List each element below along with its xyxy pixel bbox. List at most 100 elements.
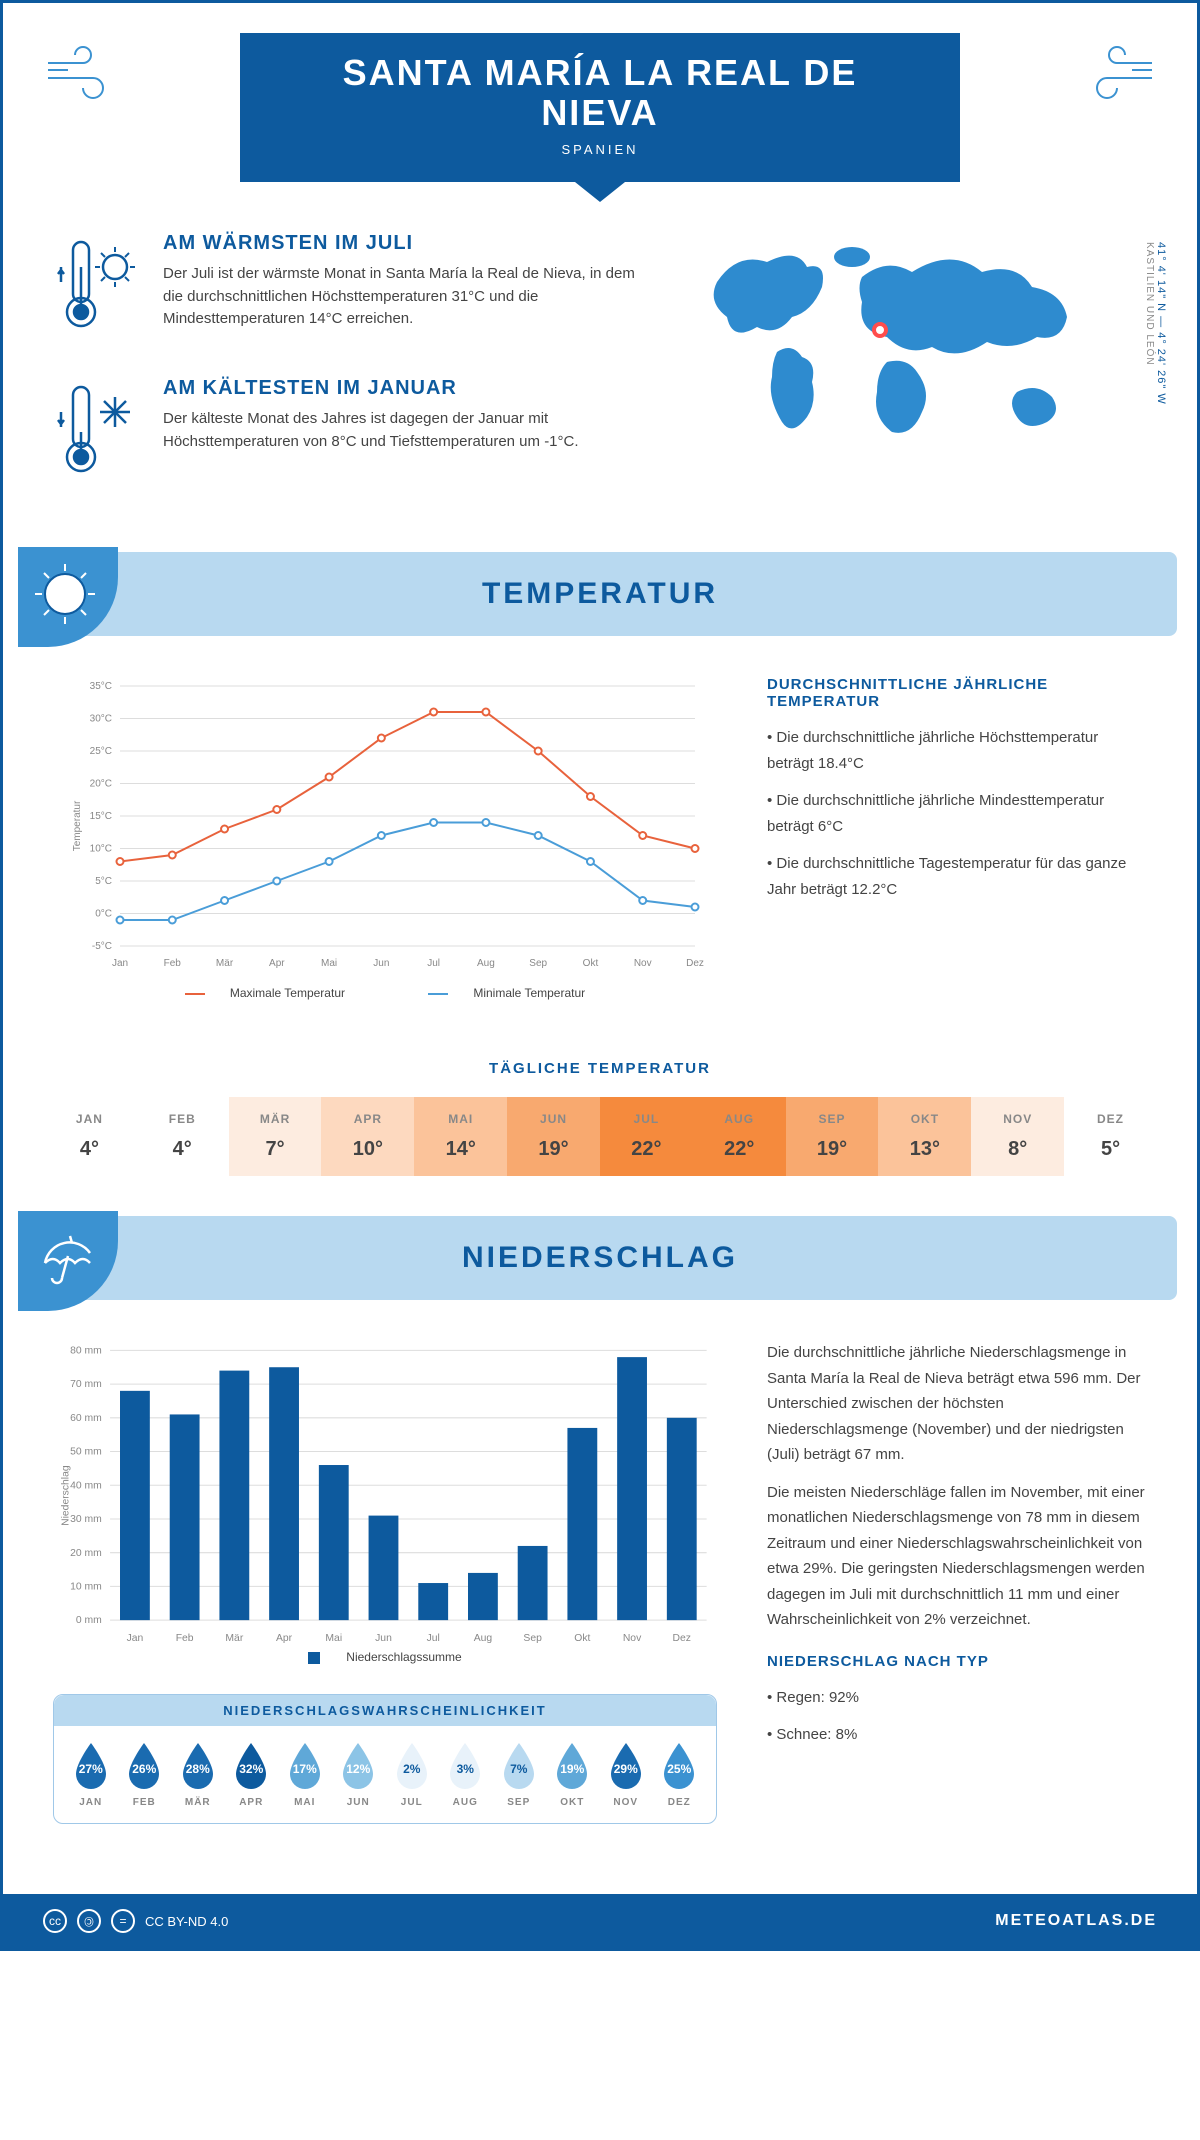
daily-month: FEB [141, 1112, 224, 1126]
world-map: 41° 4' 14" N — 4° 24' 26" W KASTILIEN UN… [687, 232, 1147, 467]
precipitation-probability-box: NIEDERSCHLAGSWAHRSCHEINLICHKEIT 27% JAN … [53, 1694, 717, 1824]
map-column: 41° 4' 14" N — 4° 24' 26" W KASTILIEN UN… [687, 232, 1147, 522]
prob-title: NIEDERSCHLAGSWAHRSCHEINLICHKEIT [54, 1695, 716, 1726]
svg-text:Mai: Mai [321, 958, 337, 969]
svg-text:40 mm: 40 mm [70, 1481, 102, 1492]
page-title: SANTA MARÍA LA REAL DE NIEVA [280, 53, 920, 132]
svg-text:Apr: Apr [276, 1633, 293, 1644]
daily-value: 4° [141, 1138, 224, 1161]
probability-drop: 27% JAN [71, 1741, 111, 1808]
probability-drop: 25% DEZ [659, 1741, 699, 1808]
daily-month: JUN [512, 1112, 595, 1126]
svg-text:Nov: Nov [634, 958, 652, 969]
probability-drop: 3% AUG [445, 1741, 485, 1808]
svg-text:30°C: 30°C [90, 714, 112, 725]
temperature-chart-column: -5°C0°C5°C10°C15°C20°C25°C30°C35°CJanFeb… [53, 676, 717, 1000]
daily-cell: JAN 4° [43, 1097, 136, 1176]
daily-cell: MAI14° [414, 1097, 507, 1176]
probability-drop: 19% OKT [552, 1741, 592, 1808]
page-container: SANTA MARÍA LA REAL DE NIEVA SPANIEN AM … [0, 0, 1200, 1951]
footer-license: cc 🄯 = CC BY-ND 4.0 [43, 1909, 228, 1933]
coordinates: 41° 4' 14" N — 4° 24' 26" W KASTILIEN UN… [1143, 242, 1167, 405]
svg-text:Niederschlag: Niederschlag [61, 1465, 72, 1526]
coldest-text: AM KÄLTESTEN IM JANUAR Der kälteste Mona… [163, 377, 647, 492]
temp-side-title: DURCHSCHNITTLICHE JÄHRLICHE TEMPERATUR [767, 676, 1147, 710]
svg-text:70 mm: 70 mm [70, 1379, 102, 1390]
svg-text:10°C: 10°C [90, 844, 112, 855]
wind-icon-left [43, 43, 123, 103]
precipitation-text-column: Die durchschnittliche jährliche Niedersc… [767, 1340, 1147, 1824]
temperature-text-column: DURCHSCHNITTLICHE JÄHRLICHE TEMPERATUR •… [767, 676, 1147, 1000]
precipitation-legend: Niederschlagssumme [53, 1650, 717, 1664]
temp-bullets: • Die durchschnittliche jährliche Höchst… [767, 725, 1147, 902]
precipitation-chart-column: 0 mm10 mm20 mm30 mm40 mm50 mm60 mm70 mm8… [53, 1340, 717, 1824]
svg-text:10 mm: 10 mm [70, 1582, 102, 1593]
svg-text:Dez: Dez [686, 958, 704, 969]
daily-month: MÄR [234, 1112, 317, 1126]
thermometer-cold-icon [53, 377, 143, 492]
daily-value: 19° [791, 1138, 874, 1161]
cc-icon: cc [43, 1909, 67, 1933]
probability-drops: 27% JAN 26% FEB 28% MÄR 32% APR 17% MAI [54, 1741, 716, 1808]
svg-text:20°C: 20°C [90, 779, 112, 790]
svg-text:Jul: Jul [427, 958, 440, 969]
svg-text:25°C: 25°C [90, 746, 112, 757]
daily-value: 14° [419, 1138, 502, 1161]
daily-cell: JUL22° [600, 1097, 693, 1176]
type-bullet: • Schnee: 8% [767, 1722, 1147, 1748]
temperature-line-chart: -5°C0°C5°C10°C15°C20°C25°C30°C35°CJanFeb… [53, 676, 717, 976]
svg-text:80 mm: 80 mm [70, 1346, 102, 1357]
wind-icon-right [1077, 43, 1157, 103]
svg-text:Jan: Jan [112, 958, 128, 969]
daily-month: JAN [48, 1112, 131, 1126]
precip-type-title: NIEDERSCHLAG NACH TYP [767, 1653, 1147, 1670]
daily-month: AUG [698, 1112, 781, 1126]
svg-text:Jun: Jun [375, 1633, 392, 1644]
facts-column: AM WÄRMSTEN IM JULI Der Juli ist der wär… [53, 232, 647, 522]
daily-value: 22° [605, 1138, 688, 1161]
temp-bullet: • Die durchschnittliche jährliche Höchst… [767, 725, 1147, 776]
precipitation-section-header: NIEDERSCHLAG [23, 1216, 1177, 1300]
svg-text:-5°C: -5°C [92, 941, 112, 952]
daily-cell: DEZ5° [1064, 1097, 1157, 1176]
svg-text:Sep: Sep [529, 958, 547, 969]
daily-cell: OKT13° [878, 1097, 971, 1176]
svg-text:5°C: 5°C [95, 876, 112, 887]
svg-text:Aug: Aug [477, 958, 495, 969]
svg-text:30 mm: 30 mm [70, 1514, 102, 1525]
umbrella-icon [18, 1211, 118, 1311]
temperature-content: -5°C0°C5°C10°C15°C20°C25°C30°C35°CJanFeb… [3, 636, 1197, 1040]
license-text: CC BY-ND 4.0 [145, 1914, 228, 1929]
probability-drop: 32% APR [231, 1741, 271, 1808]
svg-text:0°C: 0°C [95, 909, 112, 920]
thermometer-hot-icon [53, 232, 143, 347]
probability-drop: 17% MAI [285, 1741, 325, 1808]
country-label: SPANIEN [280, 142, 920, 157]
type-bullet: • Regen: 92% [767, 1685, 1147, 1711]
daily-cell: NOV8° [971, 1097, 1064, 1176]
svg-text:Mai: Mai [325, 1633, 342, 1644]
svg-text:Feb: Feb [176, 1633, 194, 1644]
coldest-body: Der kälteste Monat des Jahres ist dagege… [163, 408, 647, 453]
svg-text:Apr: Apr [269, 958, 285, 969]
daily-value: 4° [48, 1138, 131, 1161]
svg-text:0 mm: 0 mm [76, 1615, 102, 1626]
title-banner: SANTA MARÍA LA REAL DE NIEVA SPANIEN [240, 33, 960, 182]
svg-text:Sep: Sep [523, 1633, 542, 1644]
footer: cc 🄯 = CC BY-ND 4.0 METEOATLAS.DE [3, 1894, 1197, 1948]
svg-text:Nov: Nov [623, 1633, 642, 1644]
probability-drop: 28% MÄR [178, 1741, 218, 1808]
svg-text:Mär: Mär [225, 1633, 243, 1644]
sun-icon [18, 547, 118, 647]
daily-cell: JUN 19° [507, 1097, 600, 1176]
daily-month: APR [326, 1112, 409, 1126]
temp-bullet: • Die durchschnittliche Tagestemperatur … [767, 851, 1147, 902]
region-label: KASTILIEN UND LEÓN [1144, 242, 1155, 366]
daily-value: 19° [512, 1138, 595, 1161]
daily-month: SEP [791, 1112, 874, 1126]
probability-drop: 7% SEP [499, 1741, 539, 1808]
svg-text:Mär: Mär [216, 958, 234, 969]
temperature-heading: TEMPERATUR [53, 577, 1147, 611]
daily-value: 8° [976, 1138, 1059, 1161]
daily-month: DEZ [1069, 1112, 1152, 1126]
